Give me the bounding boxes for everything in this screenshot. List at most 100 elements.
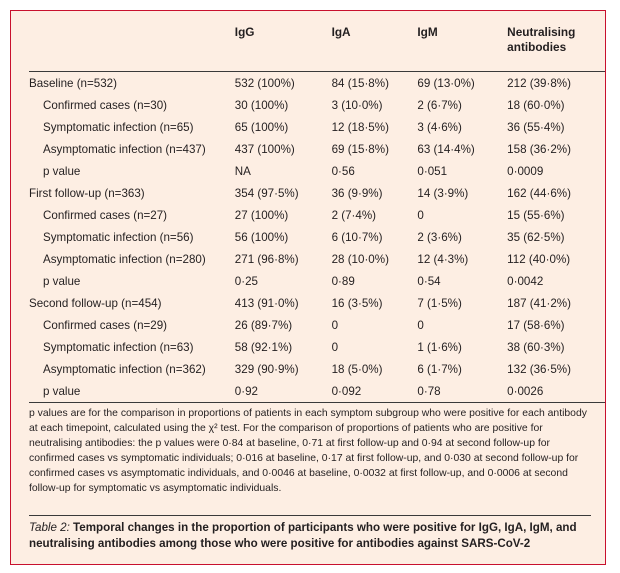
cell-value: 35 (62·5%) bbox=[507, 230, 565, 244]
header-row: IgG IgA IgM Neutralising antibodies bbox=[29, 25, 605, 72]
table-row: Asymptomatic infection (n=437) 437 (100%)… bbox=[29, 138, 605, 160]
table-row: Symptomatic infection (n=56) 56 (100%) 6 (… bbox=[29, 226, 605, 248]
footnote: p values are for the comparison in propo… bbox=[29, 408, 587, 494]
cell-value: 0 bbox=[331, 318, 339, 332]
row-label: p value bbox=[43, 164, 81, 178]
cell-value: 0·92 bbox=[234, 384, 259, 398]
table-frame: IgG IgA IgM Neutralising antibodies Base… bbox=[10, 10, 606, 565]
cell-value: 0·0026 bbox=[507, 384, 544, 398]
table-row: Baseline (n=532) 532 (100%) 84 (15·8%) 69 (… bbox=[29, 72, 605, 95]
cell-value: 2 (7·4%) bbox=[331, 208, 377, 222]
cell-value: 38 (60·3%) bbox=[507, 340, 565, 354]
cell-value: 30 (100%) bbox=[234, 98, 289, 112]
table-row: Symptomatic infection (n=63) 58 (92·1%) 0 1… bbox=[29, 336, 605, 358]
cell-value: 0·0009 bbox=[507, 164, 544, 178]
cell-value: 0·89 bbox=[331, 274, 355, 288]
table-row: Confirmed cases (n=27) 27 (100%) 2 (7·4%) 0… bbox=[29, 204, 605, 226]
row-label: Asymptomatic infection (n=362) bbox=[43, 362, 206, 376]
cell-value: 0 bbox=[331, 340, 339, 354]
row-label: First follow-up (n=363) bbox=[29, 186, 145, 200]
row-label: Symptomatic infection (n=65) bbox=[43, 120, 194, 134]
caption-label: Table 2: bbox=[29, 521, 70, 534]
row-label: Symptomatic infection (n=63) bbox=[43, 340, 194, 354]
cell-value: 36 (55·4%) bbox=[507, 120, 565, 134]
cell-value: NA bbox=[234, 164, 251, 178]
cell-value: 0·092 bbox=[331, 384, 362, 398]
header-igm: IgM bbox=[417, 25, 438, 39]
cell-value: 413 (91·0%) bbox=[234, 296, 299, 310]
cell-value: 69 (15·8%) bbox=[331, 142, 389, 156]
header-igg: IgG bbox=[234, 25, 255, 39]
cell-value: 2 (6·7%) bbox=[417, 98, 462, 112]
header-iga: IgA bbox=[331, 25, 351, 39]
cell-value: 212 (39·8%) bbox=[507, 76, 571, 90]
cell-value: 0 bbox=[417, 208, 424, 222]
table-row: p value 0·25 0·89 0·54 0·0042 bbox=[29, 270, 605, 292]
cell-value: 84 (15·8%) bbox=[331, 76, 389, 90]
cell-value: 532 (100%) bbox=[234, 76, 295, 90]
cell-value: 69 (13·0%) bbox=[417, 76, 475, 90]
caption-text: Temporal changes in the proportion of pa… bbox=[29, 521, 577, 550]
row-label: p value bbox=[43, 274, 81, 288]
cell-value: 0 bbox=[417, 318, 424, 332]
cell-value: 65 (100%) bbox=[234, 120, 289, 134]
table-row: Asymptomatic infection (n=280) 271 (96·8%… bbox=[29, 248, 605, 270]
cell-value: 0·051 bbox=[417, 164, 448, 178]
cell-value: 63 (14·4%) bbox=[417, 142, 475, 156]
cell-value: 0·25 bbox=[234, 274, 259, 288]
table-row: p value NA 0·56 0·051 0·0009 bbox=[29, 160, 605, 182]
cell-value: 0·0042 bbox=[507, 274, 544, 288]
row-label: Baseline (n=532) bbox=[29, 76, 117, 90]
table-row: First follow-up (n=363) 354 (97·5%) 36 (9·… bbox=[29, 182, 605, 204]
cell-value: 132 (36·5%) bbox=[507, 362, 571, 376]
table-row: Confirmed cases (n=30) 30 (100%) 3 (10·0%)… bbox=[29, 94, 605, 116]
table-row: Symptomatic infection (n=65) 65 (100%) 12 … bbox=[29, 116, 605, 138]
cell-value: 329 (90·9%) bbox=[234, 362, 299, 376]
results-table: IgG IgA IgM Neutralising antibodies Base… bbox=[29, 25, 605, 403]
row-label: Symptomatic infection (n=56) bbox=[43, 230, 194, 244]
table-row: Second follow-up (n=454) 413 (91·0%) 16 (3… bbox=[29, 292, 605, 314]
cell-value: 162 (44·6%) bbox=[507, 186, 571, 200]
cell-value: 3 (10·0%) bbox=[331, 98, 383, 112]
caption-rule bbox=[29, 515, 591, 516]
cell-value: 3 (4·6%) bbox=[417, 120, 462, 134]
cell-value: 28 (10·0%) bbox=[331, 252, 389, 266]
cell-value: 2 (3·6%) bbox=[417, 230, 462, 244]
row-label: Asymptomatic infection (n=437) bbox=[43, 142, 206, 156]
table-caption: Table 2: Temporal changes in the proport… bbox=[29, 520, 591, 552]
cell-value: 18 (5·0%) bbox=[331, 362, 383, 376]
cell-value: 12 (4·3%) bbox=[417, 252, 469, 266]
cell-value: 27 (100%) bbox=[234, 208, 289, 222]
cell-value: 158 (36·2%) bbox=[507, 142, 571, 156]
table-body: Baseline (n=532) 532 (100%) 84 (15·8%) 69 (… bbox=[29, 72, 605, 403]
cell-value: 6 (1·7%) bbox=[417, 362, 462, 376]
row-label: Confirmed cases (n=29) bbox=[43, 318, 168, 332]
cell-value: 26 (89·7%) bbox=[234, 318, 293, 332]
cell-value: 112 (40·0%) bbox=[507, 252, 571, 266]
cell-value: 0·54 bbox=[417, 274, 441, 288]
cell-value: 17 (58·6%) bbox=[507, 318, 565, 332]
table-row: Asymptomatic infection (n=362) 329 (90·9%… bbox=[29, 358, 605, 380]
cell-value: 271 (96·8%) bbox=[234, 252, 299, 266]
cell-value: 6 (10·7%) bbox=[331, 230, 383, 244]
row-label: Confirmed cases (n=27) bbox=[43, 208, 168, 222]
cell-value: 187 (41·2%) bbox=[507, 296, 571, 310]
row-label: Confirmed cases (n=30) bbox=[43, 98, 168, 112]
cell-value: 0·56 bbox=[331, 164, 355, 178]
table-row: p value 0·92 0·092 0·78 0·0026 bbox=[29, 380, 605, 403]
cell-value: 12 (18·5%) bbox=[331, 120, 389, 134]
cell-value: 18 (60·0%) bbox=[507, 98, 565, 112]
cell-value: 354 (97·5%) bbox=[234, 186, 299, 200]
cell-value: 36 (9·9%) bbox=[331, 186, 383, 200]
cell-value: 14 (3·9%) bbox=[417, 186, 469, 200]
cell-value: 0·78 bbox=[417, 384, 441, 398]
cell-value: 7 (1·5%) bbox=[417, 296, 462, 310]
cell-value: 58 (92·1%) bbox=[234, 340, 293, 354]
table-row: Confirmed cases (n=29) 26 (89·7%) 0 0 17 (58… bbox=[29, 314, 605, 336]
header-label bbox=[29, 25, 235, 72]
row-label: Second follow-up (n=454) bbox=[29, 296, 162, 310]
cell-value: 1 (1·6%) bbox=[417, 340, 462, 354]
row-label: Asymptomatic infection (n=280) bbox=[43, 252, 206, 266]
cell-value: 56 (100%) bbox=[234, 230, 289, 244]
row-label: p value bbox=[43, 384, 81, 398]
